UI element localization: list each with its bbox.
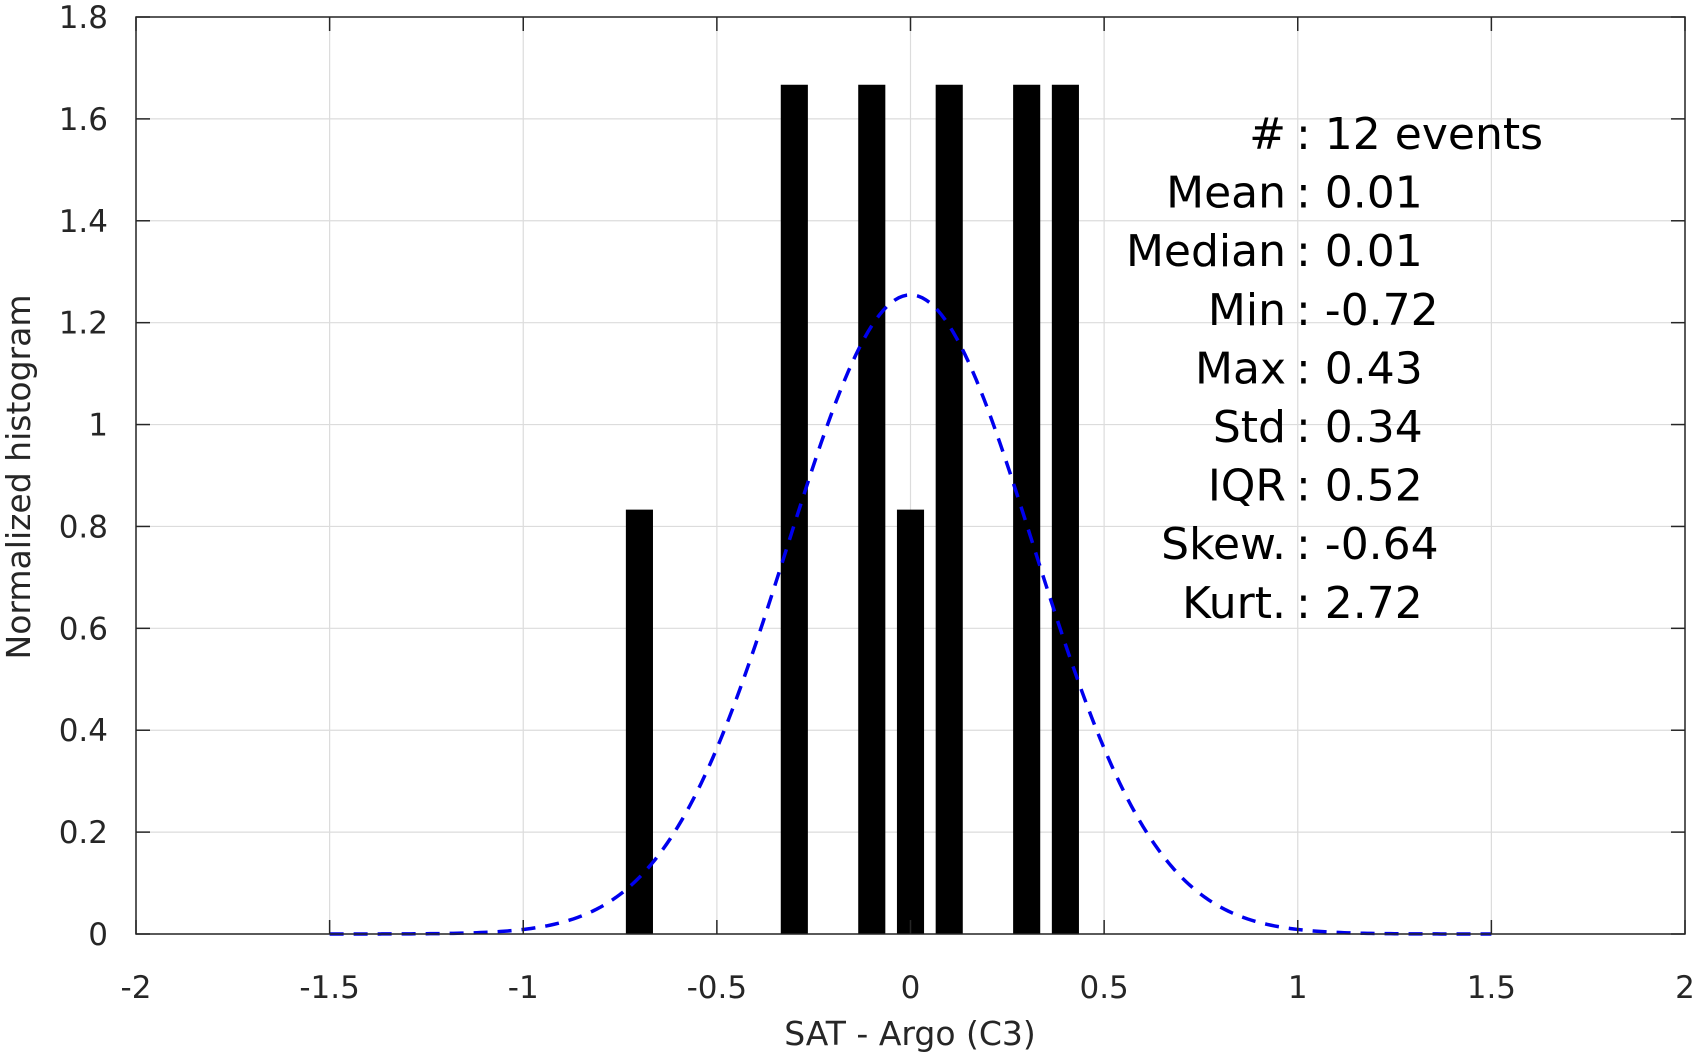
stat-value-3: : -0.72 <box>1296 285 1439 336</box>
stat-key-7: Skew. <box>1161 519 1286 570</box>
stat-value-4: : 0.43 <box>1296 343 1423 394</box>
histogram-bars <box>625 84 1079 935</box>
x-axis-label: SAT - Argo (C3) <box>784 1014 1036 1053</box>
stat-key-4: Max <box>1195 343 1286 394</box>
stat-key-1: Mean <box>1166 168 1286 219</box>
x-tick-label-3: -0.5 <box>687 970 748 1006</box>
stat-value-2: : 0.01 <box>1296 226 1423 277</box>
stat-value-6: : 0.52 <box>1296 461 1423 512</box>
x-tick-labels: -2 -1.5 -1 -0.5 0 0.5 1 1.5 2 <box>121 970 1695 1006</box>
y-tick-label-8: 1.6 <box>59 102 108 138</box>
y-tick-label-7: 1.4 <box>59 204 108 240</box>
histogram-bar-0 <box>625 509 653 934</box>
y-tick-labels: 0 0.2 0.4 0.6 0.8 1 1.2 1.4 1.6 1.8 <box>59 0 108 953</box>
y-tick-label-1: 0.2 <box>59 815 108 851</box>
y-tick-label-3: 0.6 <box>59 611 108 647</box>
y-axis-label: Normalized histogram <box>0 295 38 660</box>
histogram-bar-3 <box>896 509 925 934</box>
stat-key-6: IQR <box>1208 461 1286 512</box>
x-tick-label-8: 2 <box>1675 970 1695 1006</box>
stat-value-0: : 12 events <box>1296 109 1543 160</box>
x-tick-label-1: -1.5 <box>299 970 360 1006</box>
y-tick-label-5: 1 <box>88 408 108 444</box>
x-tick-label-5: 0.5 <box>1079 970 1128 1006</box>
stat-key-3: Min <box>1208 285 1286 336</box>
stat-key-2: Median <box>1126 226 1286 277</box>
y-tick-label-0: 0 <box>88 917 108 953</box>
y-tick-label-4: 0.8 <box>59 509 108 545</box>
axes <box>135 16 1686 935</box>
y-tick-label-2: 0.4 <box>59 713 108 749</box>
stat-value-1: : 0.01 <box>1296 168 1423 219</box>
y-tick-label-6: 1.2 <box>59 306 108 342</box>
histogram-bar-4 <box>935 84 963 935</box>
x-tick-label-0: -2 <box>121 970 152 1006</box>
stat-key-0: # <box>1249 109 1286 160</box>
x-tick-label-4: 0 <box>901 970 921 1006</box>
histogram-bar-2 <box>858 84 886 935</box>
histogram-bar-1 <box>780 84 808 935</box>
x-tick-label-2: -1 <box>508 970 539 1006</box>
stat-key-5: Std <box>1213 402 1286 453</box>
stat-value-7: : -0.64 <box>1296 519 1439 570</box>
histogram-bar-6 <box>1051 84 1079 935</box>
stat-value-8: : 2.72 <box>1296 578 1423 629</box>
stat-value-5: : 0.34 <box>1296 402 1423 453</box>
x-tick-label-7: 1.5 <box>1467 970 1516 1006</box>
histogram-bar-5 <box>1013 84 1041 935</box>
x-tick-label-6: 1 <box>1288 970 1308 1006</box>
y-tick-label-9: 1.8 <box>59 0 108 36</box>
stat-key-8: Kurt. <box>1182 578 1286 629</box>
